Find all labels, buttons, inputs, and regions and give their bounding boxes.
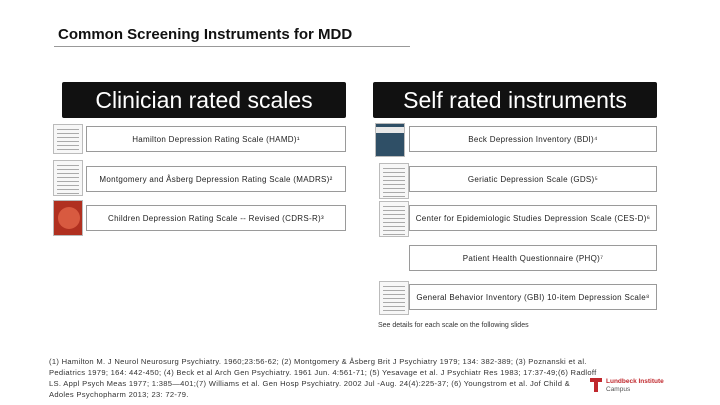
page-title: Common Screening Instruments for MDD [58,26,353,43]
clinician-header: Clinician rated scales [62,82,346,118]
scale-item-cdrs[interactable]: Children Depression Rating Scale -- Revi… [86,205,346,231]
title-divider [54,46,410,47]
scale-item-gbi[interactable]: General Behavior Inventory (GBI) 10-item… [409,284,657,310]
scale-item-gds[interactable]: Geriatic Depression Scale (GDS)⁵ [409,166,657,192]
lundbeck-mark-icon [590,378,602,392]
details-note: See details for each scale on the follow… [378,322,529,329]
hamd-document-thumbnail-icon [53,124,83,154]
madrs-document-thumbnail-icon [53,160,83,196]
scale-item-hamd[interactable]: Hamilton Depression Rating Scale (HAMD)¹ [86,126,346,152]
scale-item-ces-d[interactable]: Center for Epidemiologic Studies Depress… [409,205,657,231]
bdi-cover-thumbnail-icon [375,123,405,157]
gbi-document-thumbnail-icon [379,281,409,315]
self-rated-header: Self rated instruments [373,82,657,118]
logo-name: Lundbeck Institute [606,378,664,385]
logo-sub: Campus [606,386,631,393]
cdrs-book-cover-icon [53,200,83,236]
lundbeck-logo: Lundbeck Institute Campus [590,378,664,394]
ces-d-document-thumbnail-icon [379,201,409,237]
scale-item-bdi[interactable]: Beck Depression Inventory (BDI)⁴ [409,126,657,152]
scale-item-phq[interactable]: Patient Health Questionnaire (PHQ)⁷ [409,245,657,271]
scale-item-madrs[interactable]: Montgomery and Åsberg Depression Rating … [86,166,346,192]
gds-document-thumbnail-icon [379,163,409,199]
references: (1) Hamilton M. J Neurol Neurosurg Psych… [49,357,597,399]
